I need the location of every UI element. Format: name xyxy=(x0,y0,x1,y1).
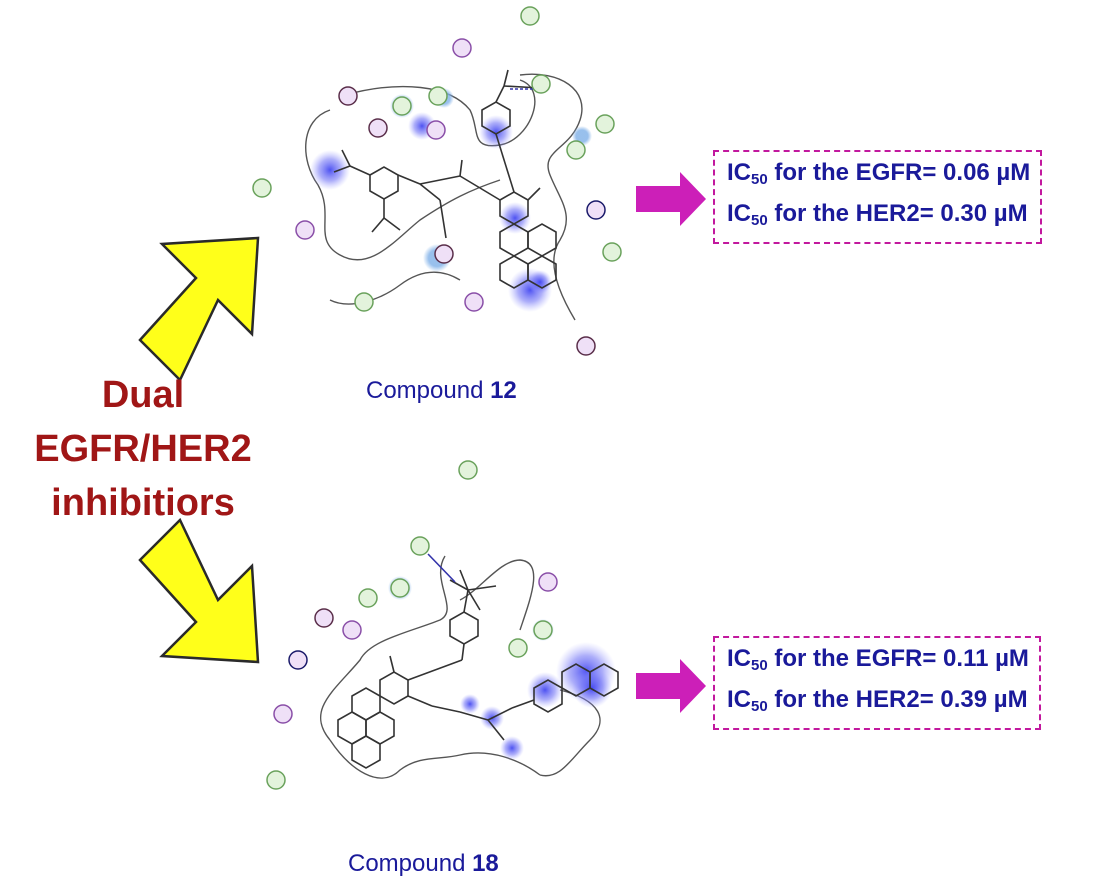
target-label: for the EGFR= xyxy=(767,645,944,672)
compound-12-glow-spots xyxy=(310,88,592,312)
ic-subscript: 50 xyxy=(751,171,768,188)
ic-subscript: 50 xyxy=(751,657,768,674)
ic-subscript: 50 xyxy=(751,698,768,715)
ic50-egfr-line: IC50 for the EGFR= 0.06 µM xyxy=(727,156,1030,197)
caption-number: 12 xyxy=(490,377,517,404)
ic-label: IC xyxy=(727,200,751,227)
ic50-her2-line: IC50 for the HER2= 0.39 µM xyxy=(727,683,1029,724)
caption-prefix: Compound xyxy=(348,850,473,877)
main-title-line: EGFR/HER2 xyxy=(34,428,252,470)
compound-18-caption: Compound 18 xyxy=(348,850,499,878)
ic-label: IC xyxy=(727,159,751,186)
target-label: for the EGFR= xyxy=(767,159,944,186)
compound-18-molecule xyxy=(337,553,619,769)
ic-label: IC xyxy=(727,645,751,672)
target-label: for the HER2= xyxy=(767,200,941,227)
compound-12-molecule xyxy=(333,69,557,289)
main-title-line: Dual xyxy=(101,374,185,416)
target-label: for the HER2= xyxy=(767,686,941,713)
ic50-value: 0.39 µM xyxy=(940,686,1028,713)
ic50-value: 0.30 µM xyxy=(940,200,1028,227)
ic50-value: 0.06 µM xyxy=(943,159,1031,186)
ic-label: IC xyxy=(727,686,751,713)
ic50-her2-line: IC50 for the HER2= 0.30 µM xyxy=(727,197,1030,238)
main-title-line: inhibitiors xyxy=(51,482,235,524)
caption-number: 18 xyxy=(472,850,499,877)
caption-prefix: Compound xyxy=(366,377,491,404)
compound-18-residues xyxy=(266,460,558,790)
ic50-value: 0.11 µM xyxy=(943,645,1029,672)
compound-12-residues xyxy=(252,6,622,356)
compound-18-ic50-box: IC50 for the EGFR= 0.11 µM IC50 for the … xyxy=(713,636,1041,730)
magenta-arrow-top-icon xyxy=(636,172,706,226)
yellow-arrow-down-icon xyxy=(138,517,260,664)
compound-12-caption: Compound 12 xyxy=(366,377,517,405)
magenta-arrow-bottom-icon xyxy=(636,659,706,713)
main-title: Dual EGFR/HER2 inhibitiors xyxy=(28,368,258,530)
ic-subscript: 50 xyxy=(751,212,768,229)
ic50-egfr-line: IC50 for the EGFR= 0.11 µM xyxy=(727,642,1029,683)
yellow-arrow-up-icon xyxy=(138,236,260,383)
compound-12-ic50-box: IC50 for the EGFR= 0.06 µM IC50 for the … xyxy=(713,150,1043,244)
